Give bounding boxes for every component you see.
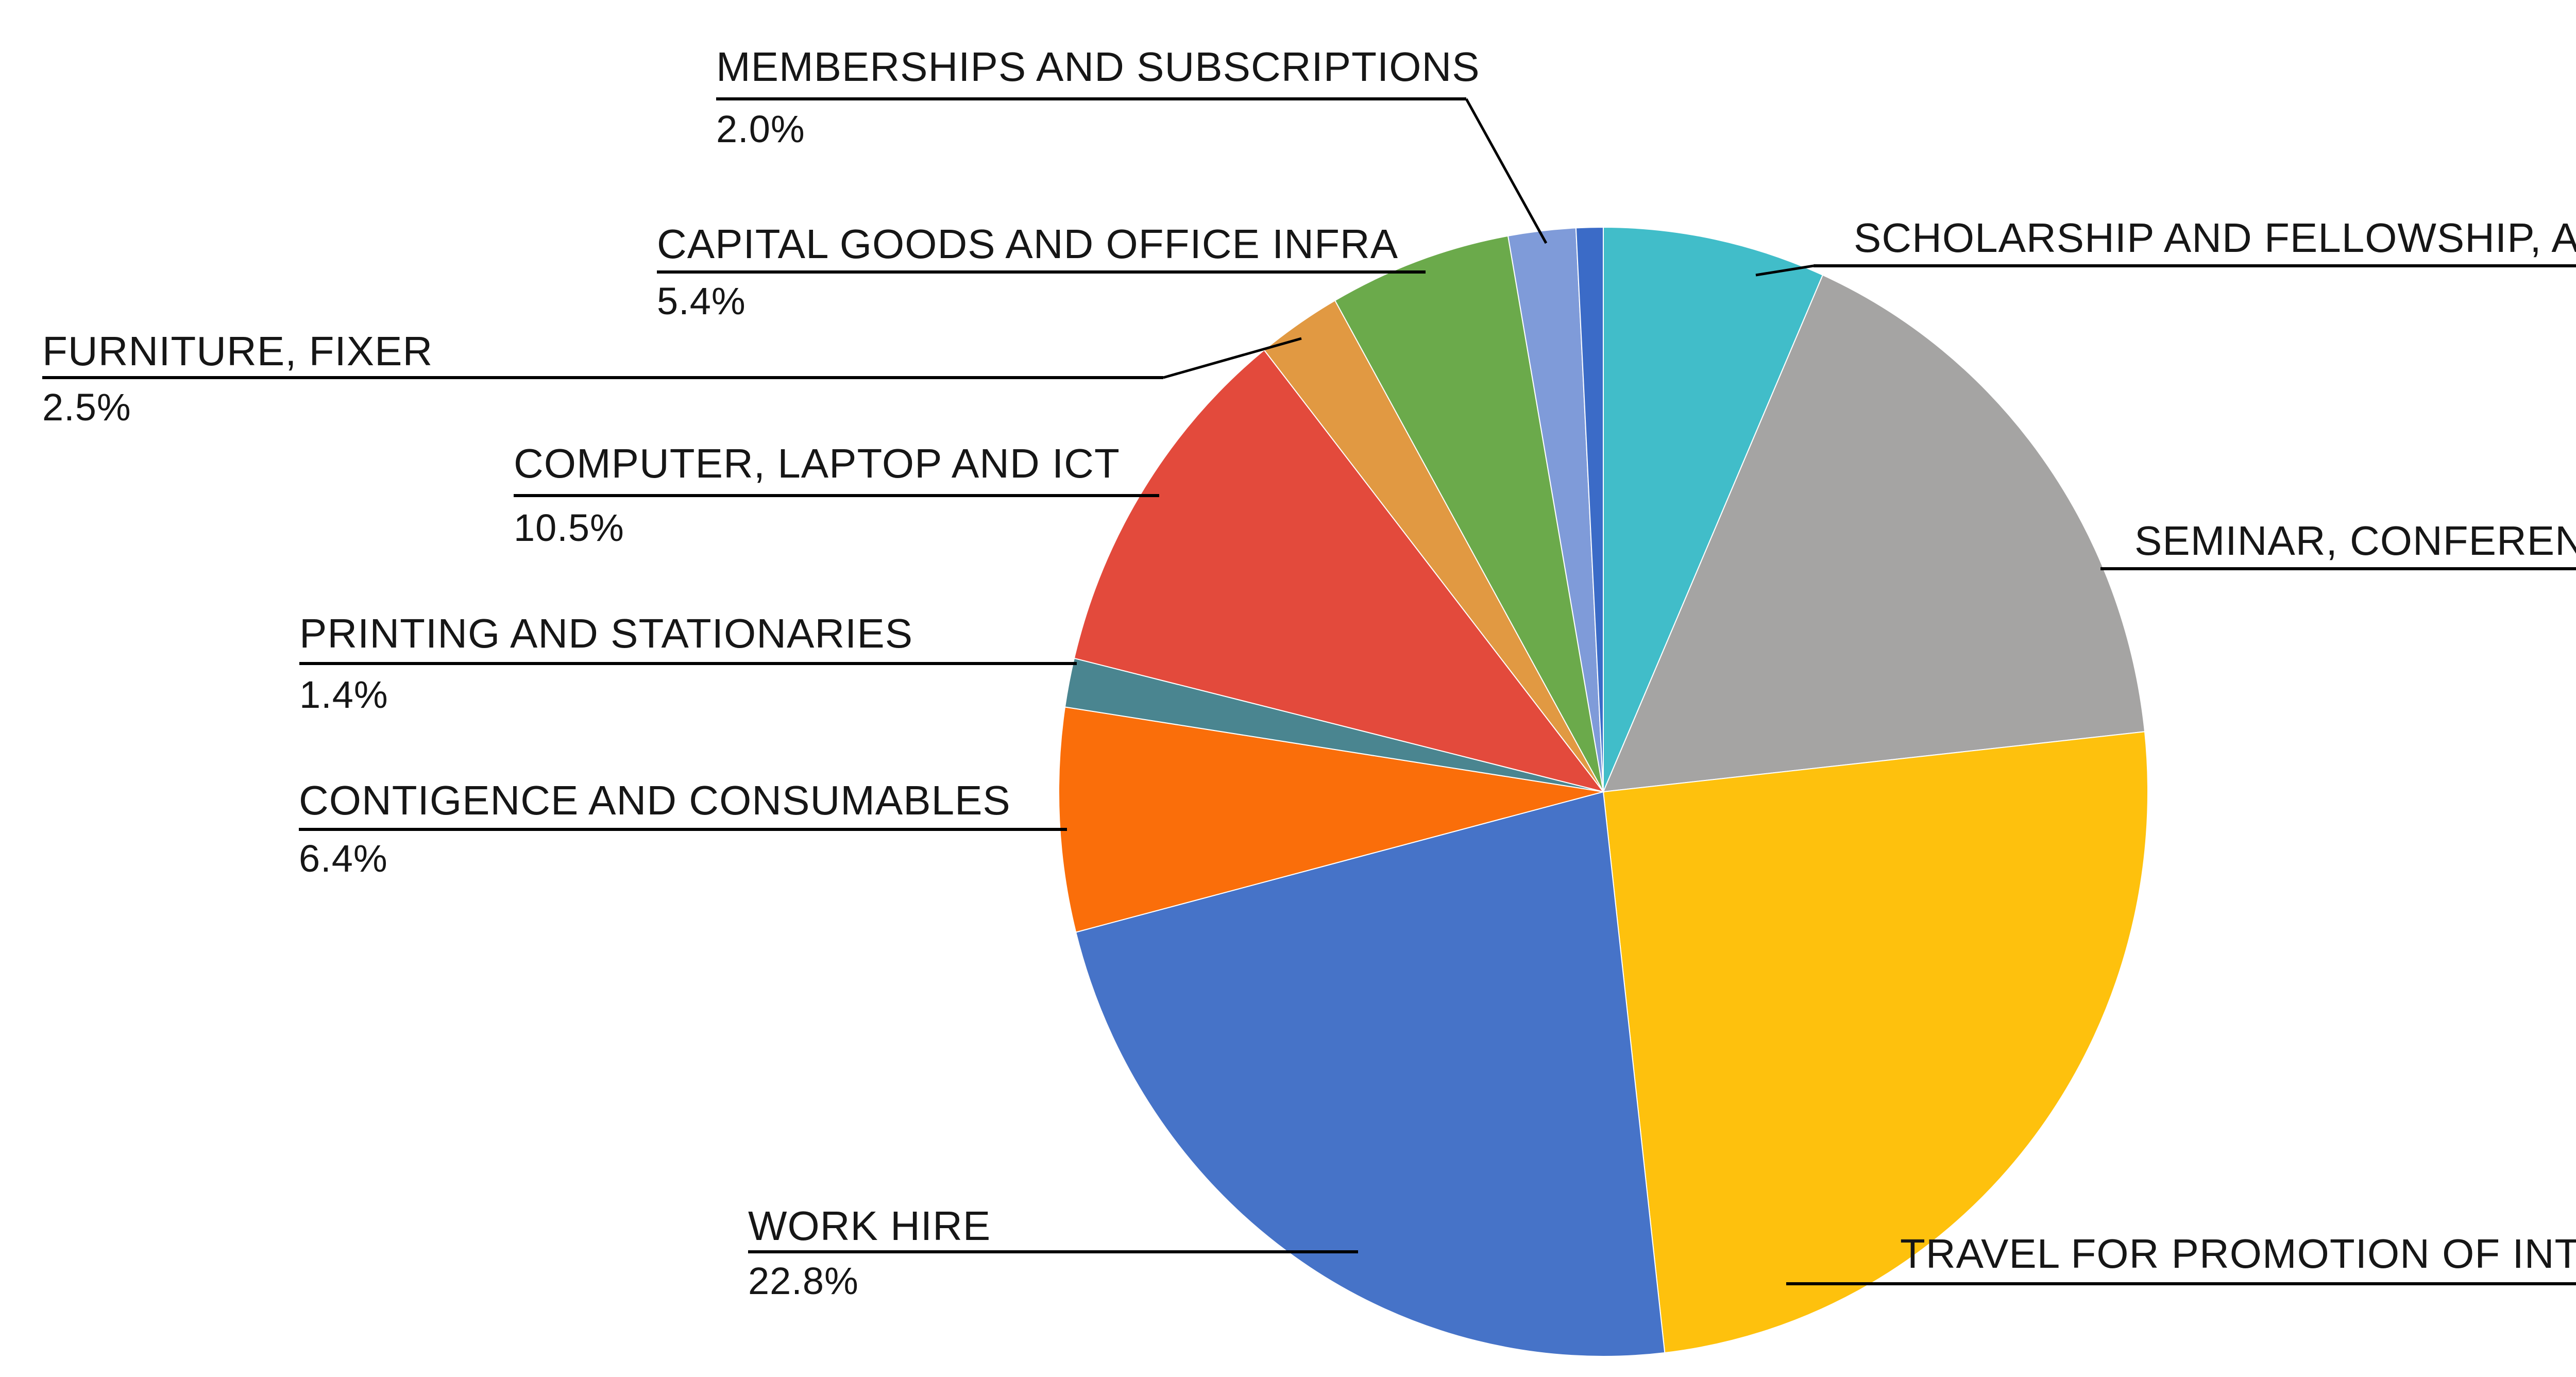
- slice-label-text: SCHOLARSHIP AND FELLOWSHIP, AWARDS, REWA…: [1854, 215, 2576, 261]
- slice-label-travel: TRAVEL FOR PROMOTION OF INTERNATIONAL RE…: [1900, 1232, 2576, 1276]
- slice-label-printing: PRINTING AND STATIONARIES: [299, 612, 913, 655]
- slice-pct-work-hire: 22.8%: [748, 1260, 859, 1302]
- slice-pct-printing: 1.4%: [299, 673, 388, 716]
- slice-label-text: PRINTING AND STATIONARIES: [299, 610, 913, 656]
- slice-label-seminar: SEMINAR, CONFERENCE, EVENTS AND DELE...: [2134, 519, 2576, 563]
- leader-line-furniture: [1163, 337, 1302, 379]
- slice-label-text: SEMINAR, CONFERENCE, EVENTS AND DELE...: [2134, 518, 2576, 564]
- slice-label-scholarship: SCHOLARSHIP AND FELLOWSHIP, AWARDS, REWA…: [1854, 216, 2576, 260]
- slice-other: [1575, 226, 1604, 792]
- slice-label-text: MEMBERSHIPS AND SUBSCRIPTIONS: [716, 44, 1480, 90]
- leader-line-memberships: [1465, 98, 1548, 244]
- slice-label-memberships: MEMBERSHIPS AND SUBSCRIPTIONS: [716, 45, 1480, 89]
- slice-label-text: TRAVEL FOR PROMOTION OF INTERNATIONAL RE…: [1900, 1231, 2576, 1277]
- slice-label-capital-goods: CAPITAL GOODS AND OFFICE INFRA: [657, 223, 1398, 266]
- slice-pct-computer: 10.5%: [514, 506, 624, 549]
- slice-pct-memberships: 2.0%: [716, 108, 805, 150]
- slice-capital-goods: [1334, 235, 1604, 792]
- slice-label-text: WORK HIRE: [748, 1203, 991, 1249]
- slice-seminar: [1602, 274, 2146, 793]
- slice-label-text: CAPITAL GOODS AND OFFICE INFRA: [657, 221, 1399, 267]
- slice-work-hire: [1075, 791, 1666, 1357]
- leader-line-scholarship: [1755, 264, 1814, 277]
- slice-label-computer: COMPUTER, LAPTOP AND ICT: [514, 442, 1120, 485]
- slice-label-contigence: CONTIGENCE AND CONSUMABLES: [299, 779, 1011, 822]
- slice-contigence: [1058, 706, 1604, 933]
- slice-travel: [1602, 731, 2148, 1354]
- slice-label-text: CONTIGENCE AND CONSUMABLES: [299, 777, 1011, 823]
- slice-computer: [1073, 349, 1605, 793]
- slice-pct-furniture: 2.5%: [42, 386, 131, 429]
- slice-pct-capital-goods: 5.4%: [657, 280, 746, 322]
- slice-label-work-hire: WORK HIRE: [748, 1204, 991, 1248]
- slice-label-furniture: FURNITURE, FIXER: [42, 330, 433, 373]
- slice-pct-contigence: 6.4%: [299, 837, 388, 880]
- slice-label-text: FURNITURE, FIXER: [42, 328, 433, 374]
- slice-label-text: COMPUTER, LAPTOP AND ICT: [514, 440, 1120, 486]
